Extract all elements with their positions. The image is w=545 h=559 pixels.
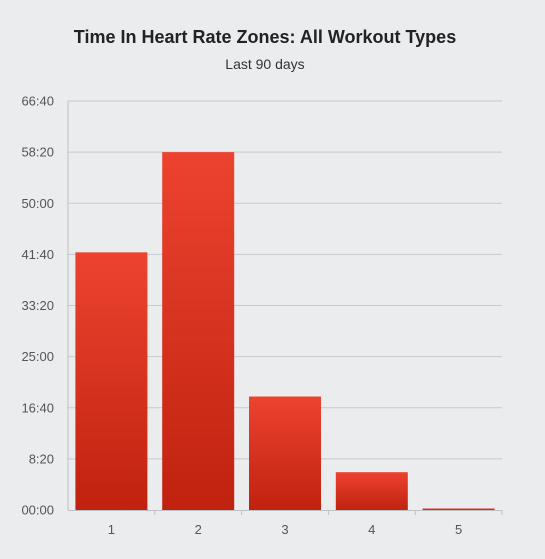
bar-zone-5[interactable] bbox=[422, 508, 495, 510]
y-tick-label: 16:40 bbox=[21, 400, 54, 415]
y-tick-label: 00:00 bbox=[21, 503, 54, 518]
bar-zone-3[interactable] bbox=[249, 396, 321, 510]
bar-zone-2[interactable] bbox=[162, 152, 235, 510]
y-tick-label: 58:20 bbox=[21, 145, 54, 160]
y-tick-label: 66:40 bbox=[21, 94, 54, 109]
y-tick-label: 25:00 bbox=[21, 349, 54, 364]
y-tick-label: 33:20 bbox=[21, 298, 54, 313]
x-tick-label: 3 bbox=[281, 522, 288, 537]
x-tick-label: 1 bbox=[108, 522, 115, 537]
x-tick-label: 4 bbox=[368, 522, 375, 537]
y-tick-label: 50:00 bbox=[21, 196, 54, 211]
bar-zone-4[interactable] bbox=[335, 472, 408, 510]
bar-zone-1[interactable] bbox=[75, 252, 148, 510]
y-tick-label: 8:20 bbox=[29, 451, 54, 466]
x-tick-label: 2 bbox=[195, 522, 202, 537]
x-tick-label: 5 bbox=[455, 522, 462, 537]
chart-title: Time In Heart Rate Zones: All Workout Ty… bbox=[73, 27, 457, 47]
chart-subtitle: Last 90 days bbox=[225, 56, 305, 72]
y-tick-label: 41:40 bbox=[21, 247, 54, 262]
